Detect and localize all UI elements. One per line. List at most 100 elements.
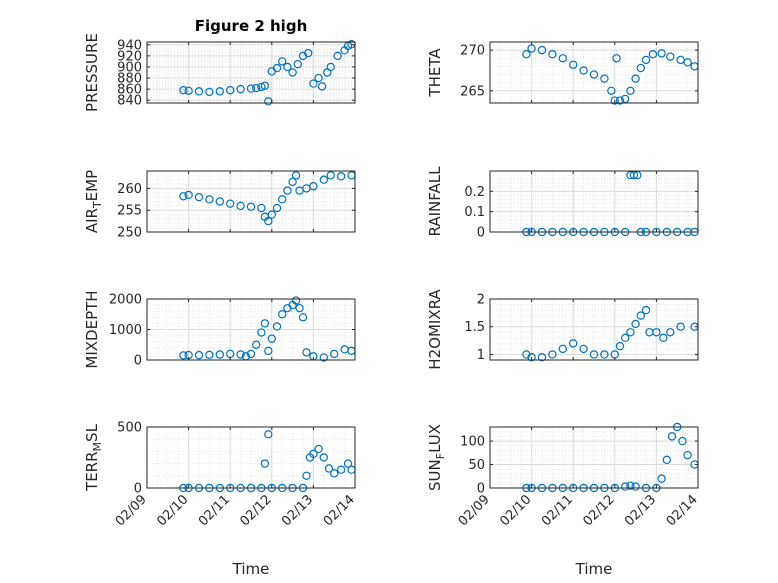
data-point: [579, 344, 588, 354]
data-point: [184, 190, 193, 200]
y-tick-label: 100: [460, 435, 485, 450]
data-point: [652, 328, 661, 337]
data-point: [662, 455, 672, 465]
y-tick-label: 900: [117, 60, 142, 75]
data-point: [537, 353, 547, 362]
data-point: [548, 350, 557, 359]
data-point: [205, 87, 214, 97]
data-point: [317, 82, 327, 91]
data-point: [309, 182, 318, 191]
data-point: [291, 171, 301, 180]
data-point: [236, 201, 245, 211]
axes-box: [146, 170, 356, 233]
y-axis-label: AIRTEMP: [83, 170, 104, 233]
data-point: [283, 186, 292, 195]
y-axis-label: H2OMIXRA: [426, 289, 444, 370]
x-tick-label: 02/14: [664, 492, 701, 529]
y-tick-label: 50: [468, 458, 485, 473]
data-point: [667, 432, 677, 441]
figure-title: Figure 2 high: [195, 17, 308, 35]
data-point: [272, 322, 282, 331]
data-point: [600, 350, 609, 359]
data-point: [615, 341, 625, 351]
axes-box: [489, 170, 699, 233]
data-point: [610, 96, 620, 105]
data-point: [522, 50, 531, 59]
subplot-air-temp: 250 255 260 AIRTEMP: [83, 170, 356, 241]
data-point: [246, 349, 256, 359]
x-axis-label-right: Time: [575, 560, 613, 578]
y-tick-label: 270: [460, 44, 485, 59]
data-point: [288, 177, 297, 187]
data-point: [683, 58, 692, 67]
data-point: [626, 328, 635, 337]
x-tick-label: 02/12: [581, 492, 618, 529]
subplot-theta: 265 270 THETA: [426, 41, 699, 105]
data-point: [621, 333, 630, 343]
data-point: [336, 465, 346, 474]
data-point: [330, 469, 339, 478]
y-axis-label: MIXDEPTH: [83, 290, 101, 368]
data-point: [179, 86, 188, 95]
data-point: [293, 59, 302, 69]
data-point: [326, 62, 335, 72]
data-point: [215, 350, 224, 359]
data-point: [278, 195, 287, 204]
data-point: [257, 82, 266, 92]
data-point: [333, 51, 342, 61]
data-point: [631, 319, 640, 329]
data-point: [657, 474, 666, 483]
data-point: [569, 339, 578, 348]
data-point: [225, 199, 235, 208]
x-tick-label: 02/09: [456, 492, 493, 529]
data-point: [278, 57, 287, 66]
data-point: [579, 66, 588, 75]
y-axis-label: RAINFALL: [426, 166, 444, 237]
data-point: [343, 459, 353, 468]
data-point: [236, 84, 245, 94]
data-point: [264, 216, 273, 226]
x-tick-label: 02/12: [238, 492, 275, 529]
data-point: [309, 449, 318, 459]
data-point: [621, 482, 630, 491]
data-point: [648, 50, 658, 59]
data-point: [288, 68, 297, 77]
y-tick-label: 2000: [109, 293, 142, 308]
data-point: [272, 63, 282, 73]
data-point: [264, 430, 273, 439]
x-tick-label: 02/11: [539, 492, 576, 529]
data-point: [215, 197, 224, 206]
subplot-h2omixra: 1 1.5 2 H2OMIXRA: [426, 289, 699, 370]
axes-box: [146, 41, 356, 104]
data-point: [260, 459, 270, 468]
data-point: [683, 450, 692, 460]
data-point: [569, 60, 578, 69]
data-point: [304, 48, 313, 58]
data-point: [260, 81, 270, 91]
data-point: [548, 50, 557, 59]
x-tick-label: 02/09: [113, 492, 150, 529]
x-tick-label: 02/13: [279, 492, 316, 529]
y-tick-label: 0: [477, 482, 485, 497]
data-point: [278, 310, 287, 319]
data-point: [257, 203, 266, 213]
data-point: [558, 54, 568, 63]
data-point: [194, 87, 204, 96]
y-tick-label: 2: [477, 293, 485, 308]
data-point: [326, 171, 335, 180]
data-point: [295, 303, 304, 313]
data-point: [252, 340, 261, 349]
data-point: [257, 328, 266, 337]
data-point: [537, 45, 547, 55]
data-point: [324, 464, 334, 473]
data-point: [215, 87, 224, 96]
data-point: [302, 471, 311, 480]
y-tick-label: 880: [117, 72, 142, 87]
data-point: [336, 172, 346, 181]
data-point: [267, 334, 276, 343]
x-axis-label-left: Time: [232, 560, 270, 578]
data-point: [205, 350, 214, 360]
x-tick-label: 02/10: [497, 492, 534, 529]
data-point: [641, 305, 651, 315]
